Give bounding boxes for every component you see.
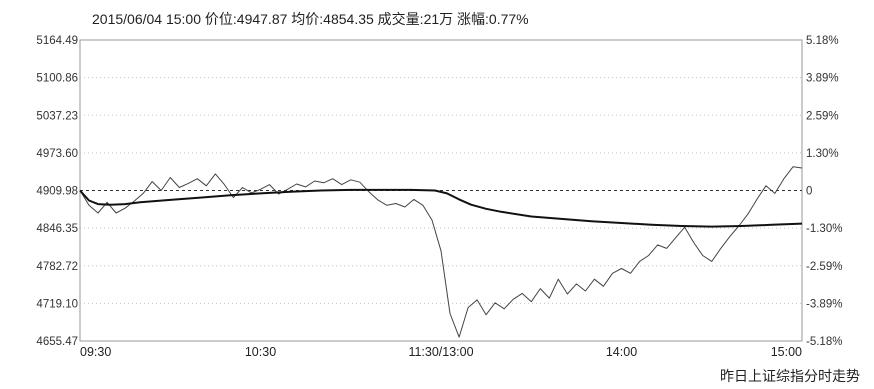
x-tick-label: 10:30 [245, 345, 276, 359]
pct-tick-label: 3.89% [806, 73, 839, 85]
y-tick-label: 4846.35 [36, 223, 78, 235]
chart-caption: 昨日上证综指分时走势 [720, 368, 860, 384]
header-price: 4947.87 [237, 11, 288, 27]
y-tick-label: 5164.49 [36, 35, 78, 47]
pct-axis-labels: 5.18% 3.89% 2.59% 1.30% 0 -1.30% -2.59% -3.89% -… [806, 35, 842, 348]
pct-tick-label: 1.30% [806, 148, 839, 160]
price-line [79, 166, 803, 338]
pct-tick-label: -1.30% [806, 223, 842, 235]
y-tick-label: 4782.72 [36, 261, 78, 273]
average-price-line [79, 188, 803, 228]
pct-tick-label: -3.89% [806, 298, 842, 310]
pct-tick-label: 5.18% [806, 35, 839, 47]
pct-tick-label: 2.59% [806, 110, 839, 122]
pct-tick-label: 0 [806, 186, 812, 198]
series-layer [79, 166, 803, 338]
pct-tick-label: -5.18% [806, 336, 842, 348]
header-volume: 21万 [424, 11, 454, 27]
header-price-label: 价位: [201, 11, 237, 27]
x-tick-label: 15:00 [771, 345, 802, 359]
y-tick-label: 4909.98 [36, 186, 78, 198]
x-tick-label: 14:00 [606, 345, 637, 359]
y-tick-label: 4973.60 [36, 148, 78, 160]
y-tick-label: 5100.86 [36, 73, 78, 85]
y-tick-label: 4719.10 [36, 298, 78, 310]
header-avg: 4854.35 [323, 11, 374, 27]
y-tick-label: 5037.23 [36, 110, 78, 122]
y-tick-label: 4655.47 [36, 336, 78, 348]
grid-layer [80, 77, 802, 304]
header-datetime: 2015/06/04 15:00 [92, 11, 201, 27]
x-tick-label: 11:30/13:00 [408, 345, 473, 359]
header-volume-label: 成交量: [374, 11, 424, 27]
x-tick-label: 09:30 [80, 345, 111, 359]
header-avg-label: 均价: [287, 11, 323, 27]
pct-tick-label: -2.59% [806, 261, 842, 273]
x-axis-labels: 09:30 10:30 11:30/13:00 14:00 15:00 [80, 345, 802, 359]
info-header: 2015/06/04 15:00 价位:4947.87 均价:4854.35 成… [92, 11, 529, 27]
header-change-label: 涨幅: [453, 11, 489, 27]
y-axis-labels: 5164.49 5100.86 5037.23 4973.60 4909.98 4846.… [36, 35, 78, 348]
header-change: 0.77% [489, 11, 529, 27]
